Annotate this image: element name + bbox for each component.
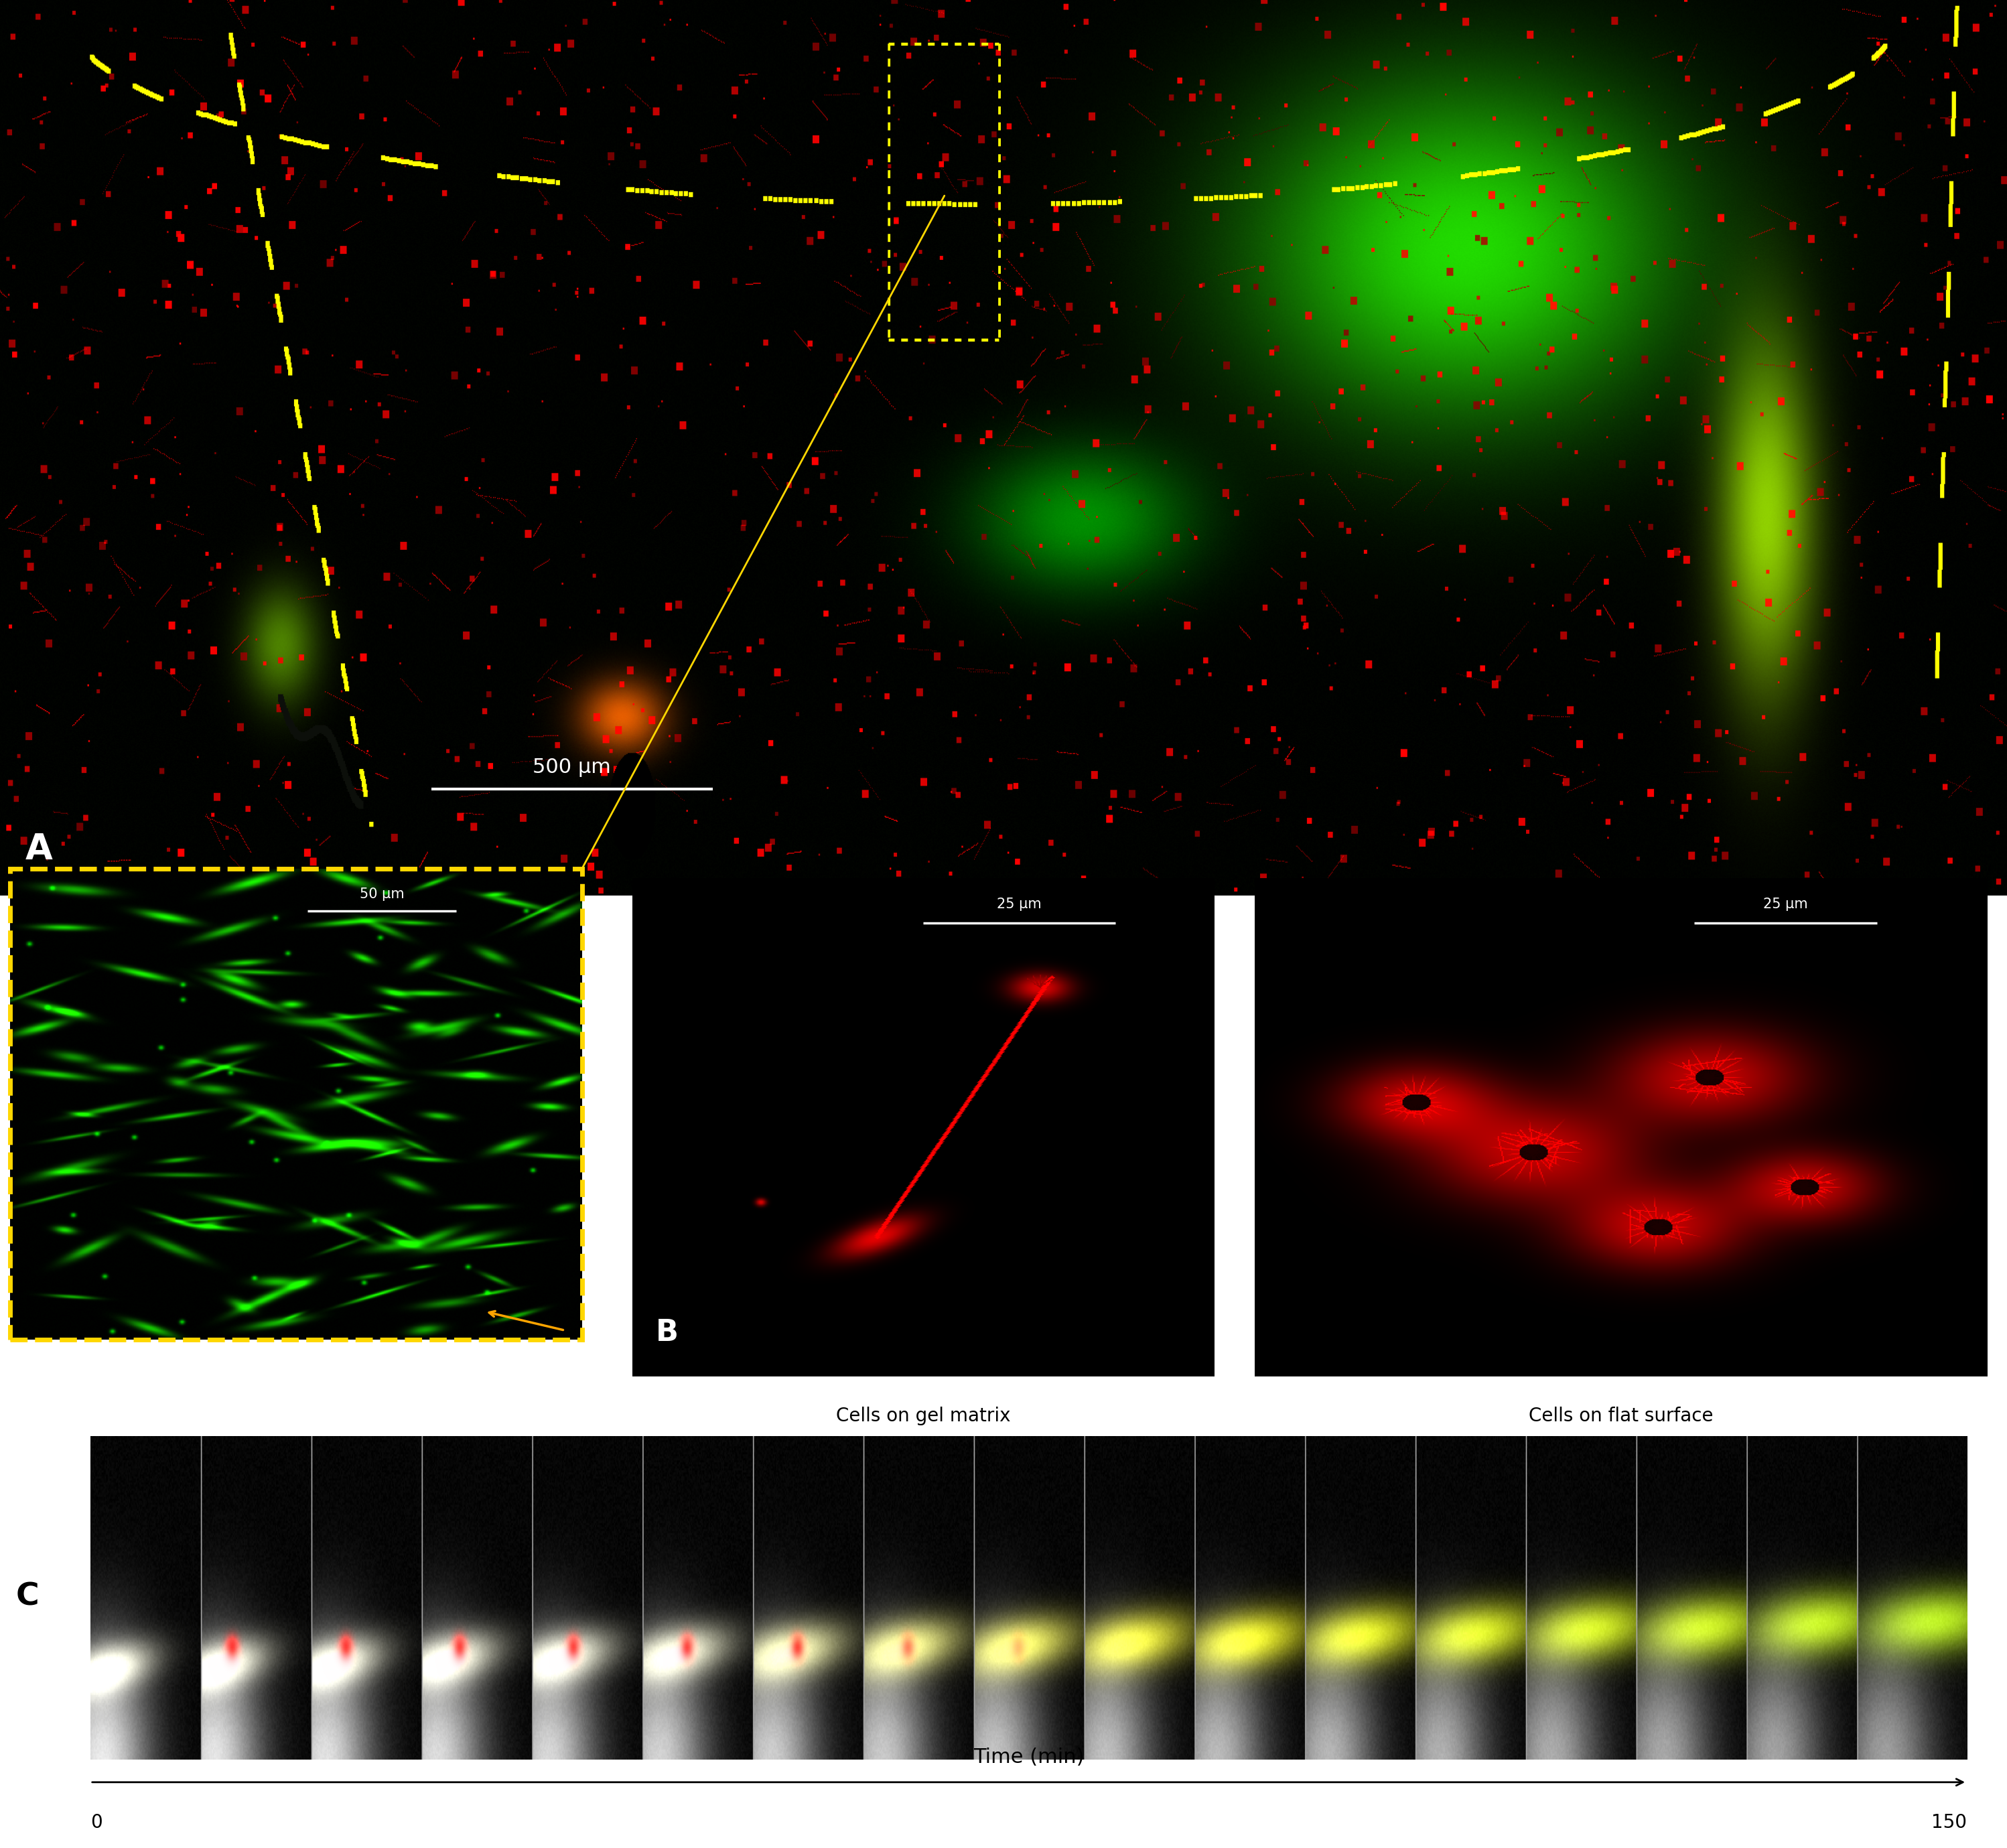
Text: Time (min): Time (min)	[973, 1746, 1084, 1767]
Bar	[10, 869, 582, 1340]
Text: 0: 0	[90, 1813, 102, 1831]
Text: 25 μm: 25 μm	[1764, 898, 1808, 911]
Text: Cells on flat surface: Cells on flat surface	[1529, 1406, 1712, 1425]
Text: C: C	[16, 1582, 40, 1611]
Text: 500 μm: 500 μm	[532, 758, 612, 776]
Text: Cells on gel matrix: Cells on gel matrix	[837, 1406, 1010, 1425]
Text: B: B	[656, 1318, 678, 1347]
Text: A: A	[24, 832, 52, 867]
Text: 50 μm: 50 μm	[359, 887, 403, 900]
Text: 25 μm: 25 μm	[997, 898, 1042, 911]
Text: 150: 150	[1931, 1813, 1967, 1831]
